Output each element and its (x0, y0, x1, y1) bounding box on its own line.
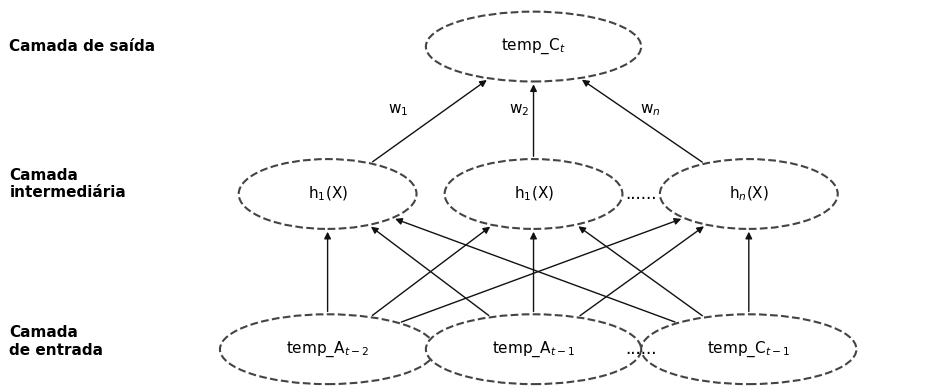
Text: Camada
intermediária: Camada intermediária (9, 168, 126, 201)
Text: ......: ...... (625, 185, 657, 203)
Text: w$_1$: w$_1$ (388, 103, 408, 118)
Text: h$_1$(X): h$_1$(X) (514, 185, 553, 203)
Text: w$_2$: w$_2$ (509, 103, 530, 118)
Ellipse shape (641, 314, 856, 384)
Text: temp_C$_t$: temp_C$_t$ (501, 37, 566, 56)
Text: temp_C$_{t-1}$: temp_C$_{t-1}$ (707, 340, 791, 359)
Text: h$_n$(X): h$_n$(X) (729, 185, 768, 203)
Ellipse shape (660, 159, 838, 229)
Ellipse shape (445, 159, 622, 229)
Text: Camada
de entrada: Camada de entrada (9, 325, 103, 358)
Ellipse shape (239, 159, 417, 229)
Text: h$_1$(X): h$_1$(X) (308, 185, 347, 203)
Text: Camada de saída: Camada de saída (9, 39, 155, 54)
Text: temp_A$_{t-1}$: temp_A$_{t-1}$ (492, 340, 575, 359)
Ellipse shape (426, 314, 641, 384)
Text: w$_n$: w$_n$ (640, 103, 661, 118)
Ellipse shape (426, 12, 641, 81)
Text: temp_A$_{t-2}$: temp_A$_{t-2}$ (286, 340, 369, 359)
Text: ......: ...... (625, 340, 657, 358)
Ellipse shape (220, 314, 435, 384)
